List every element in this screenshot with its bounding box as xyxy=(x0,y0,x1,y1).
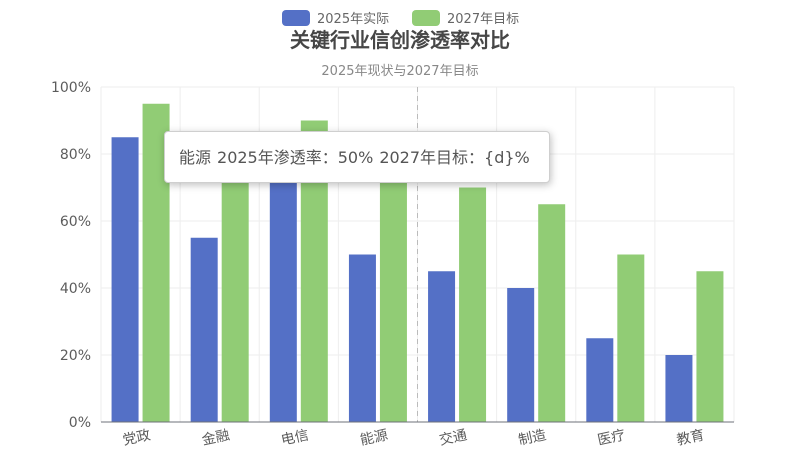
chart-subtitle: 2025年现状与2027年目标 xyxy=(321,64,478,79)
bar-actual[interactable] xyxy=(190,237,218,422)
bar-target[interactable] xyxy=(379,154,407,422)
bar-actual[interactable] xyxy=(111,137,139,422)
y-tick-label: 0% xyxy=(69,415,91,431)
bar-target[interactable] xyxy=(617,254,645,423)
legend-item-target[interactable]: 2027年目标 xyxy=(412,10,519,27)
legend-item-actual[interactable]: 2025年实际 xyxy=(282,10,389,27)
bar-target[interactable] xyxy=(696,271,724,422)
x-tick-label: 交通 xyxy=(438,426,469,448)
y-axis-ticks: 0% 20% 40% 60% 80% 100% xyxy=(51,80,91,431)
x-tick-label: 教育 xyxy=(675,427,706,448)
bar-actual[interactable] xyxy=(269,170,297,422)
bar-actual[interactable] xyxy=(586,338,614,422)
legend-swatch-actual xyxy=(282,10,310,26)
bar-actual[interactable] xyxy=(507,288,535,422)
y-tick-label: 20% xyxy=(60,348,91,364)
bar-actual[interactable] xyxy=(665,355,693,422)
legend-swatch-target xyxy=(412,10,440,26)
y-tick-label: 80% xyxy=(60,147,91,163)
bar-actual[interactable] xyxy=(428,271,456,422)
bar-target[interactable] xyxy=(459,187,487,423)
tooltip-target: 2027年目标：{d}% xyxy=(379,148,530,167)
tooltip-actual: 2025年渗透率：50% xyxy=(217,148,374,167)
legend-label-actual: 2025年实际 xyxy=(317,12,389,27)
bars[interactable] xyxy=(111,103,724,423)
bar-target[interactable] xyxy=(538,204,566,422)
x-tick-label: 金融 xyxy=(200,427,231,448)
y-tick-label: 60% xyxy=(60,214,91,230)
x-axis-labels: 党政 金融 电信 能源 交通 制造 医疗 教育 xyxy=(121,426,706,448)
bar-target[interactable] xyxy=(221,154,249,422)
x-tick-label: 制造 xyxy=(517,427,548,448)
x-tick-label: 能源 xyxy=(359,427,390,448)
chart-title: 关键行业信创渗透率对比 xyxy=(290,28,510,52)
tooltip: 能源 2025年渗透率：50% 2027年目标：{d}% xyxy=(164,131,550,183)
legend-label-target: 2027年目标 xyxy=(447,12,519,27)
bar-actual[interactable] xyxy=(348,254,376,423)
legend[interactable]: 2025年实际 2027年目标 xyxy=(282,10,519,27)
x-tick-label: 党政 xyxy=(121,427,152,448)
tooltip-category: 能源 xyxy=(179,148,212,167)
x-tick-label: 医疗 xyxy=(596,427,627,448)
x-tick-label: 电信 xyxy=(280,427,311,448)
y-tick-label: 100% xyxy=(51,80,91,96)
y-tick-label: 40% xyxy=(60,281,91,297)
